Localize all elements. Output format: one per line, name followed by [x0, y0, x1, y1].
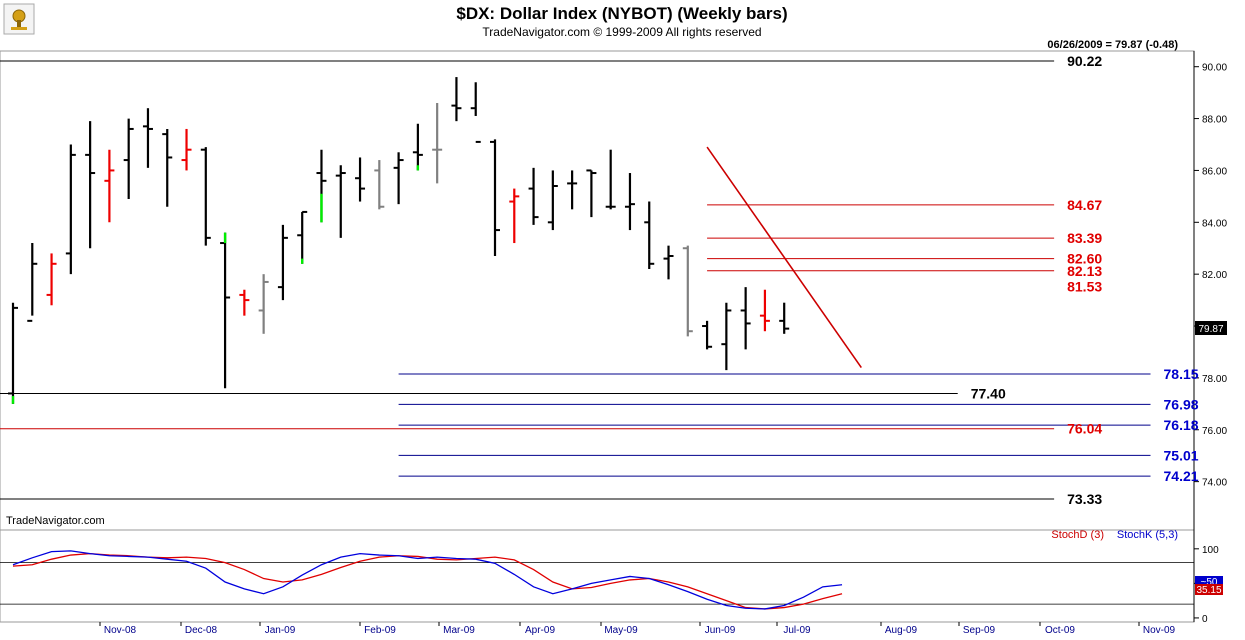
month-label-Sep-09: Sep-09 — [963, 625, 996, 636]
stochd-legend: StochD (3) — [1051, 529, 1104, 541]
price-bars — [8, 77, 790, 404]
chart-subtitle: TradeNavigator.com © 1999-2009 All right… — [482, 25, 761, 39]
level-label-82.60: 82.60 — [1067, 251, 1102, 267]
stochastic-panel: 100500 — [0, 545, 1219, 625]
price-tick-label: 84.00 — [1202, 218, 1227, 229]
stochd-value-box — [1195, 584, 1223, 595]
price-tick-label: 82.00 — [1202, 270, 1227, 281]
price-tick-label: 78.00 — [1202, 374, 1227, 385]
month-axis: Nov-08 Dec-08 Jan-09 Feb-09 Mar-09 Apr-09 May-… — [99, 622, 1176, 636]
level-label-82.13: 82.13 — [1067, 263, 1102, 279]
month-label-Oct-09: Oct-09 — [1045, 625, 1075, 636]
stochd-value-label: 35.15 — [1196, 585, 1221, 596]
price-tick-label: 88.00 — [1202, 115, 1227, 126]
price-tick-label: 76.00 — [1202, 426, 1227, 437]
month-label-Dec-08: Dec-08 — [185, 625, 218, 636]
price-tick-label: 86.00 — [1202, 166, 1227, 177]
trade-navigator-logo-icon[interactable] — [3, 3, 35, 35]
last-price-label: 79.87 — [1198, 324, 1223, 335]
month-label-Apr-09: Apr-09 — [525, 625, 555, 636]
month-label-Feb-09: Feb-09 — [364, 625, 396, 636]
level-label-76.98: 76.98 — [1164, 396, 1199, 412]
month-label-Jan-09: Jan-09 — [265, 625, 296, 636]
month-label-Mar-09: Mar-09 — [443, 625, 475, 636]
last-quote: 06/26/2009 = 79.87 (-0.48) — [1047, 39, 1178, 51]
trendline-group — [706, 146, 862, 368]
down-trendline — [706, 146, 862, 368]
level-label-76.18: 76.18 — [1164, 417, 1199, 433]
level-label-81.53: 81.53 — [1067, 278, 1102, 294]
stoch-series-k — [12, 550, 843, 610]
level-label-90.22: 90.22 — [1067, 53, 1102, 69]
month-label-Nov-09: Nov-09 — [1143, 625, 1176, 636]
level-label-73.33: 73.33 — [1067, 491, 1102, 507]
level-label-83.39: 83.39 — [1067, 230, 1102, 246]
level-label-76.04: 76.04 — [1067, 421, 1102, 437]
stochk-value-box — [1195, 576, 1223, 587]
level-label-78.15: 78.15 — [1164, 366, 1199, 382]
price-tick-label: 74.00 — [1202, 478, 1227, 489]
level-label-84.67: 84.67 — [1067, 197, 1102, 213]
price-tick-label: 90.00 — [1202, 63, 1227, 74]
level-label-74.21: 74.21 — [1164, 468, 1199, 484]
stoch-tick-label: 100 — [1202, 545, 1219, 556]
month-label-May-09: May-09 — [604, 625, 638, 636]
month-label-Jul-09: Jul-09 — [783, 625, 811, 636]
chart-title: $DX: Dollar Index (NYBOT) (Weekly bars) — [456, 4, 787, 23]
level-label-75.01: 75.01 — [1164, 447, 1199, 463]
month-label-Jun-09: Jun-09 — [705, 625, 736, 636]
last-price-box — [1195, 321, 1227, 335]
watermark: TradeNavigator.com — [6, 515, 105, 527]
stoch-tick-label: 0 — [1202, 614, 1208, 625]
stochk-value-label: ~50 — [1201, 577, 1218, 588]
level-label-77.40: 77.40 — [971, 385, 1006, 401]
month-label-Aug-09: Aug-09 — [885, 625, 918, 636]
month-label-Nov-08: Nov-08 — [104, 625, 137, 636]
stochk-legend: StochK (5,3) — [1117, 529, 1178, 541]
